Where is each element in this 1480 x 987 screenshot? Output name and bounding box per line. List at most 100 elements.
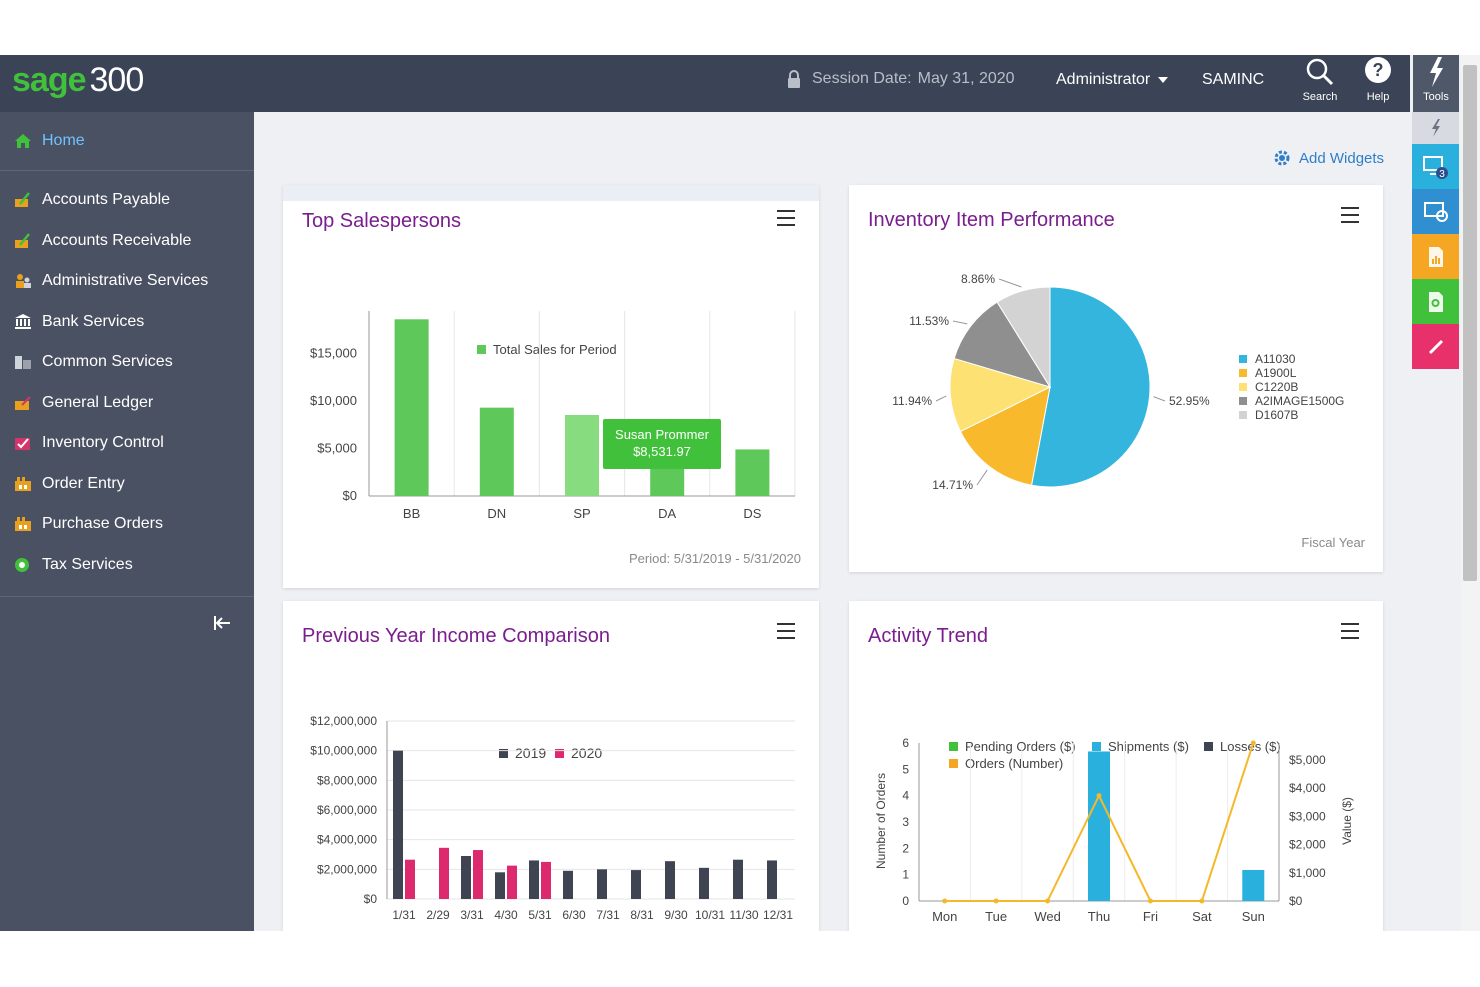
svg-text:?: ? bbox=[1373, 60, 1384, 80]
pie-slice bbox=[996, 286, 1051, 389]
pie-label-connector bbox=[952, 320, 968, 325]
sidebar-item-inventory-control[interactable]: Inventory Control bbox=[0, 423, 254, 464]
session-date-value: May 31, 2020 bbox=[917, 70, 1015, 87]
sidebar-item-purchase-orders[interactable]: Purchase Orders bbox=[0, 504, 254, 545]
sidebar-item-order-entry[interactable]: Order Entry bbox=[0, 464, 254, 505]
sidebar-item-label: Accounts Receivable bbox=[42, 231, 192, 249]
sidebar-item-tax-services[interactable]: Tax Services bbox=[0, 545, 254, 586]
legend-label: A1900L bbox=[1255, 366, 1297, 380]
y-tick-label: $0 bbox=[343, 488, 357, 503]
y-tick-label-right: $3,000 bbox=[1289, 809, 1326, 823]
collapse-sidebar-button[interactable] bbox=[213, 615, 231, 636]
globe-icon bbox=[15, 557, 29, 572]
sidebar-item-common-services[interactable]: Common Services bbox=[0, 342, 254, 383]
widget-title: Previous Year Income Comparison bbox=[302, 625, 610, 647]
sidebar-item-label: Home bbox=[42, 132, 85, 149]
widget-title: Activity Trend bbox=[868, 625, 989, 647]
module-list: Accounts Payable Accounts Receivable Adm… bbox=[0, 171, 254, 585]
factory-icon bbox=[15, 476, 31, 491]
sidebar-item-label: Administrative Services bbox=[42, 272, 209, 290]
widget-menu-button[interactable] bbox=[777, 210, 795, 231]
sidebar-item-home[interactable]: Home bbox=[0, 112, 254, 171]
bar bbox=[665, 861, 675, 899]
rail-report-button[interactable] bbox=[1412, 234, 1459, 279]
lock-icon bbox=[788, 70, 800, 88]
search-icon bbox=[1306, 58, 1334, 86]
y-tick-label-left: 6 bbox=[902, 736, 909, 750]
widget-menu-button[interactable] bbox=[1341, 207, 1359, 228]
x-tick-label: 12/31 bbox=[763, 908, 793, 922]
legend-swatch bbox=[949, 742, 958, 751]
checklist-icon bbox=[15, 438, 30, 451]
collapse-left-icon bbox=[214, 616, 230, 630]
y-tick-label: $0 bbox=[364, 892, 378, 906]
legend-swatch bbox=[555, 749, 564, 758]
sidebar-item-label: Tax Services bbox=[42, 555, 133, 573]
search-button[interactable]: Search bbox=[1294, 55, 1346, 112]
line-point bbox=[1045, 898, 1051, 904]
company-name[interactable]: SAMINC bbox=[1202, 71, 1265, 88]
y-tick-label: $12,000,000 bbox=[310, 714, 377, 728]
add-widgets-label: Add Widgets bbox=[1299, 149, 1385, 167]
bar bbox=[495, 872, 505, 899]
bank-icon bbox=[15, 313, 31, 329]
bar bbox=[394, 319, 429, 496]
pie-slice bbox=[953, 301, 1052, 388]
legend-swatch bbox=[949, 759, 958, 768]
widget-title: Inventory Item Performance bbox=[868, 209, 1115, 231]
pie-slice bbox=[1030, 286, 1151, 488]
help-button[interactable]: ? Help bbox=[1352, 55, 1404, 112]
sidebar-item-label: Common Services bbox=[42, 353, 173, 371]
y-axis-title-left: Number of Orders bbox=[874, 773, 888, 869]
bar bbox=[650, 467, 685, 496]
sidebar-item-general-ledger[interactable]: General Ledger bbox=[0, 383, 254, 424]
y-tick-label-left: 1 bbox=[902, 868, 909, 882]
x-tick-label: 4/30 bbox=[494, 908, 518, 922]
widget-menu-button[interactable] bbox=[1341, 623, 1359, 644]
user-menu[interactable]: Administrator bbox=[1056, 71, 1169, 89]
sidebar-divider bbox=[0, 596, 254, 597]
add-widgets-button[interactable]: Add Widgets bbox=[1273, 149, 1384, 167]
help-icon: ? bbox=[1365, 57, 1391, 83]
y-tick-label: $5,000 bbox=[317, 441, 357, 456]
inventory-performance-widget: Inventory Item Performance 52.95% 14.71% 1… bbox=[849, 185, 1383, 572]
y-tick-label-right: $5,000 bbox=[1289, 753, 1326, 767]
x-tick-label: Sat bbox=[1192, 909, 1212, 924]
y-tick-label-left: 3 bbox=[902, 815, 909, 829]
bar bbox=[767, 860, 777, 899]
document-search-icon bbox=[1428, 291, 1443, 312]
rail-monitor-button[interactable]: 3 bbox=[1412, 144, 1459, 189]
activity-trend-chart: Pending Orders ($) Shipments ($) Losses ($… bbox=[874, 736, 1354, 924]
sidebar-item-accounts-payable[interactable]: Accounts Payable bbox=[0, 180, 254, 221]
sidebar-item-label: Purchase Orders bbox=[42, 515, 163, 533]
sidebar-item-bank-services[interactable]: Bank Services bbox=[0, 302, 254, 343]
sage-logo[interactable]: sage 300 bbox=[12, 61, 144, 100]
rail-screen-settings-button[interactable] bbox=[1412, 189, 1459, 234]
tools-label: Tools bbox=[1423, 91, 1449, 103]
scrollbar-thumb[interactable] bbox=[1463, 65, 1477, 581]
bar bbox=[479, 407, 514, 496]
top-bar: sage 300 Session Date: May 31, 2020 Admini… bbox=[0, 55, 1410, 112]
tooltip-box bbox=[603, 419, 721, 469]
sidebar-item-accounts-receivable[interactable]: Accounts Receivable bbox=[0, 221, 254, 262]
sidebar-item-administrative-services[interactable]: Administrative Services bbox=[0, 261, 254, 302]
pie-data-label: 52.95% bbox=[1169, 394, 1210, 408]
x-tick-label: 11/30 bbox=[729, 908, 758, 922]
bar bbox=[631, 870, 641, 899]
legend-swatch bbox=[1239, 397, 1247, 405]
widget-menu-button[interactable] bbox=[777, 623, 795, 644]
tools-button[interactable]: Tools bbox=[1413, 55, 1459, 112]
bar bbox=[735, 449, 770, 496]
rail-lightning-button[interactable] bbox=[1412, 112, 1459, 144]
rail-edit-button[interactable] bbox=[1412, 324, 1459, 369]
x-tick-label: DS bbox=[743, 506, 761, 521]
ledger-pencil-icon bbox=[15, 192, 30, 208]
search-label: Search bbox=[1302, 91, 1338, 103]
line-point bbox=[1147, 898, 1153, 904]
pencil-icon bbox=[1428, 339, 1443, 354]
legend-label: Pending Orders ($) bbox=[965, 739, 1076, 754]
right-rail: 3 bbox=[1412, 112, 1459, 931]
bar bbox=[563, 870, 573, 899]
y-tick-label-right: $2,000 bbox=[1289, 838, 1326, 852]
rail-document-button[interactable] bbox=[1412, 279, 1459, 324]
